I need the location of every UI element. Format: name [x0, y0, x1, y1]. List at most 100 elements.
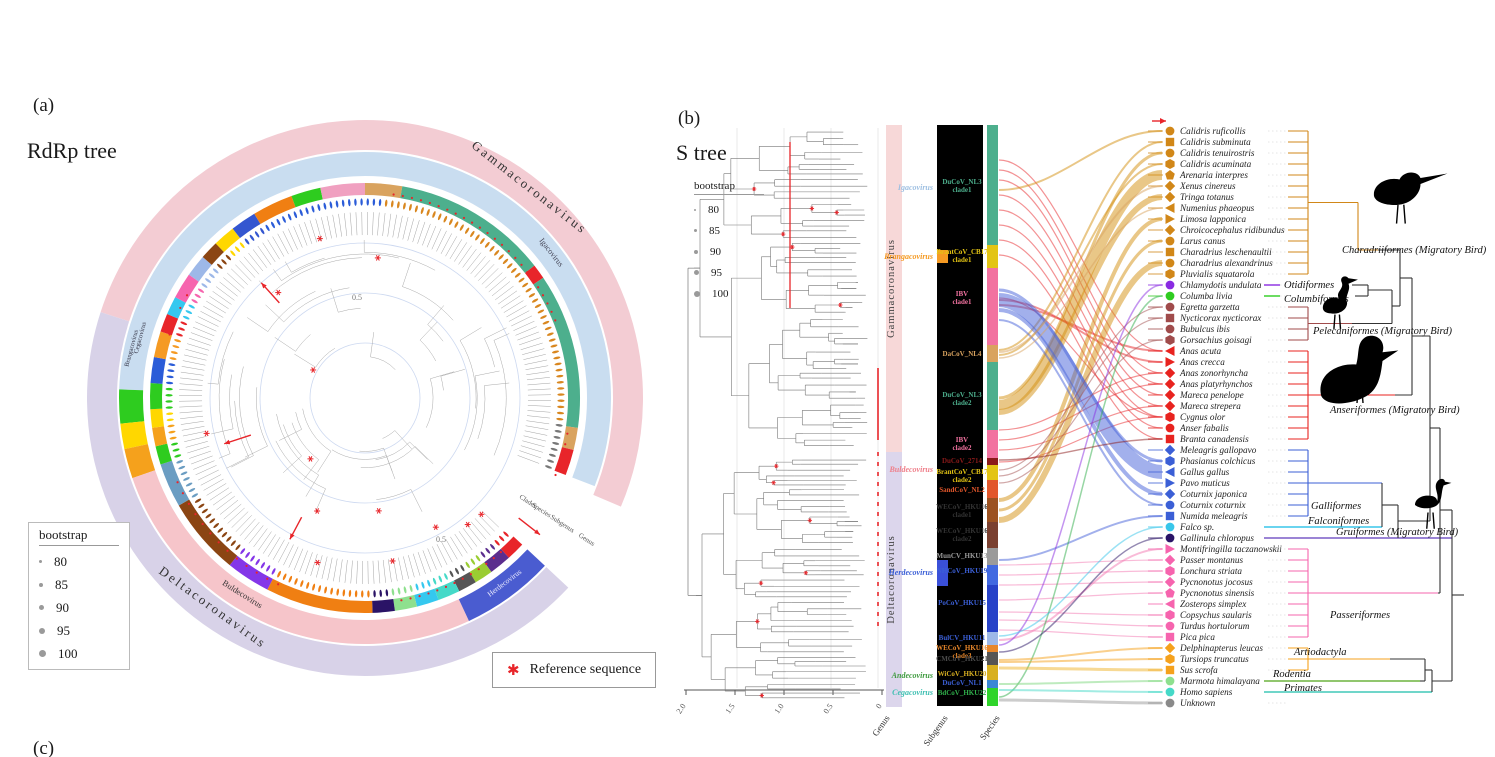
reference-dot [461, 577, 464, 580]
figure-shape [181, 426, 205, 431]
species-name: Mareca penelope [1179, 390, 1244, 400]
tip-marker [555, 368, 563, 372]
figure-shape [193, 460, 215, 470]
figure-shape [181, 366, 205, 371]
figure-shape [244, 445, 268, 458]
figure-shape [522, 440, 545, 447]
species-marker [1164, 554, 1176, 566]
species-bar-segment [987, 362, 998, 430]
figure-shape [326, 215, 332, 239]
tanglegram-ribbon [998, 629, 1163, 638]
species-marker [1165, 324, 1175, 334]
tip-marker [169, 357, 177, 360]
tip-marker [354, 590, 358, 598]
tanglegram-ribbon [998, 169, 1163, 374]
clade-ring-segment [414, 588, 439, 607]
species-marker [1165, 566, 1175, 576]
tanglegram-ribbon [998, 647, 1163, 661]
order-label: Pelecaniformes (Migratory Bird) [1312, 326, 1453, 337]
tip-marker [437, 213, 442, 221]
species-name: Montifringilla taczanowskii [1179, 544, 1282, 554]
tip-marker [547, 459, 554, 463]
figure-shape [382, 213, 386, 236]
species-bar-segment [987, 652, 998, 665]
tip-marker [217, 263, 223, 269]
tip-marker [551, 350, 560, 354]
figure-shape [309, 220, 318, 243]
tip-marker [379, 589, 382, 597]
clade-label: DuCoV_NL3 [942, 391, 982, 399]
tip-marker [534, 303, 542, 308]
tip-marker [174, 339, 182, 343]
subgenus-band [937, 448, 983, 670]
species-bar-segment [987, 645, 998, 652]
tip-marker [409, 584, 413, 593]
tip-marker [475, 555, 481, 562]
figure-shape [200, 474, 222, 486]
reference-dot [477, 568, 480, 571]
figure-shape [283, 544, 294, 566]
clade-ring-segment [554, 447, 574, 476]
tip-marker [354, 198, 357, 206]
tree-branch [229, 374, 234, 429]
clade-ring-segment [175, 274, 199, 303]
tip-marker [366, 198, 369, 206]
figure-shape [1395, 204, 1399, 224]
clade-ring-segment [152, 426, 168, 447]
reference-dot [485, 562, 488, 565]
reference-star [315, 559, 320, 566]
species-name: Calidris subminuta [1180, 137, 1251, 147]
tip-marker [449, 218, 453, 226]
species-name: Gallinula chloropus [1180, 533, 1254, 543]
tip-marker [552, 441, 560, 445]
figure-shape [470, 256, 486, 275]
reference-star [433, 524, 438, 531]
reference-star [311, 367, 316, 373]
species-bar-segment [987, 548, 998, 565]
species-name: Pica pica [1179, 632, 1215, 642]
reference-dot [507, 250, 510, 253]
figure-shape [315, 488, 326, 512]
tree-branch [275, 440, 326, 489]
figure-shape [356, 560, 358, 584]
tanglegram-ribbon [998, 194, 1163, 415]
subgenus-ring [120, 421, 148, 450]
tanglegram-ribbon [998, 159, 1163, 352]
figure-shape [454, 533, 468, 554]
clade-ring-segment [254, 195, 296, 225]
tip-marker [182, 315, 190, 320]
tree-branch [427, 324, 444, 342]
figure-shape [450, 536, 463, 557]
figure-shape [511, 315, 532, 327]
tanglegram-ribbon [998, 339, 1163, 484]
tip-marker [235, 544, 241, 551]
figure-shape [252, 249, 268, 268]
subgenus-label: Cegacovirus [892, 688, 933, 697]
clade-ring-segment [561, 426, 578, 451]
species-name: Anas acuta [1179, 346, 1221, 356]
species-name: Delphinapterus leucas [1179, 643, 1263, 653]
species-bar-segment [987, 632, 998, 645]
tip-marker [438, 575, 443, 583]
tip-marker [294, 578, 298, 585]
figure-shape [179, 389, 203, 391]
tip-marker [421, 581, 425, 589]
tip-marker [180, 471, 188, 476]
figure-shape [187, 343, 210, 351]
figure-shape [179, 410, 203, 414]
figure-shape [299, 550, 308, 573]
genus-band [886, 125, 902, 452]
species-marker [1165, 687, 1175, 697]
tip-marker [550, 344, 558, 348]
species-marker [1165, 170, 1175, 180]
tip-marker [188, 488, 196, 493]
clade-label: PoCoV_HKU15 [938, 599, 986, 607]
tree-branch [256, 387, 268, 447]
figure-shape [333, 558, 338, 582]
tip-marker [489, 245, 495, 252]
figure-shape [215, 286, 235, 301]
tree-branch [291, 257, 325, 273]
reference-dot [185, 294, 189, 297]
species-marker [1165, 423, 1175, 433]
species-name: Coturnix coturnix [1180, 500, 1247, 510]
